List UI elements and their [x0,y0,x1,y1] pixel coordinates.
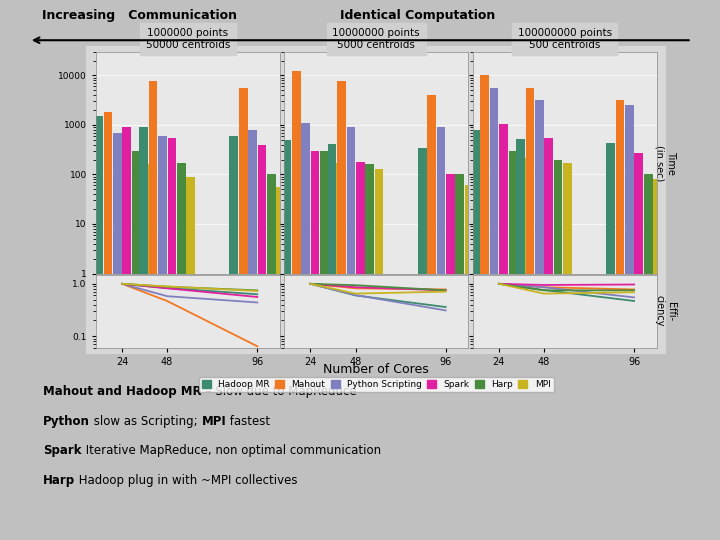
Bar [471,130,480,540]
Title: 1000000 points
50000 centroids: 1000000 points 50000 centroids [145,28,230,50]
Text: Python: Python [43,415,90,428]
Title: 10000000 points
5000 centroids: 10000000 points 5000 centroids [333,28,420,50]
Text: Number of Cores: Number of Cores [323,363,429,376]
Bar [258,145,266,540]
Bar [283,140,292,540]
Bar [320,151,329,540]
Y-axis label: Effi-
ciency: Effi- ciency [654,295,676,327]
Bar [141,164,150,540]
Legend: Hadoop MR, Mahout, Python Scripting, Spark, Harp, MPI: Hadoop MR, Mahout, Python Scripting, Spa… [199,377,554,393]
Bar [456,174,464,540]
Bar [535,100,544,540]
Bar [292,71,301,540]
Bar [625,105,634,540]
Bar [356,163,364,540]
Text: Identical Computation: Identical Computation [340,9,495,22]
Bar [302,123,310,540]
Text: – Slow due to MapReduce: – Slow due to MapReduce [202,385,356,398]
Bar [158,136,167,540]
Bar [267,174,276,540]
Bar [132,151,140,540]
Bar [526,89,534,540]
Bar [563,163,572,540]
Text: Mahout and Hadoop MR: Mahout and Hadoop MR [43,385,202,398]
Bar [465,185,474,540]
Bar [328,144,336,540]
Bar [437,127,446,540]
Bar [337,82,346,540]
Bar [230,136,238,540]
Bar [374,169,383,540]
Bar [276,187,285,540]
Text: slow as Scripting;: slow as Scripting; [90,415,202,428]
Bar [113,133,122,540]
Text: MPI: MPI [202,415,226,428]
Bar [177,163,186,540]
Bar [365,164,374,540]
Bar [616,100,624,540]
Bar [94,116,103,540]
Text: Hadoop plug in with ~MPI collectives: Hadoop plug in with ~MPI collectives [76,474,298,487]
Bar [480,76,489,540]
Bar [634,153,643,540]
Bar [239,89,248,540]
Bar [104,112,112,540]
Bar [606,143,615,540]
Bar [446,174,455,540]
Bar [248,130,257,540]
Bar [168,138,176,540]
Bar [508,151,517,540]
Text: Harp: Harp [43,474,76,487]
Text: Increasing   Communication: Increasing Communication [42,9,237,22]
Bar [554,160,562,540]
Bar [122,127,131,540]
Bar [516,139,525,540]
Bar [653,179,662,540]
Bar [140,127,148,540]
Title: 100000000 points
500 centroids: 100000000 points 500 centroids [518,28,612,50]
Text: fastest: fastest [226,415,270,428]
Bar [186,177,195,540]
Text: Iterative MapReduce, non optimal communication: Iterative MapReduce, non optimal communi… [81,444,381,457]
Bar [149,81,158,540]
Bar [499,124,508,540]
Bar [544,138,553,540]
Text: Spark: Spark [43,444,81,457]
Bar [490,89,498,540]
Bar [418,147,426,540]
Bar [518,158,526,540]
Bar [346,127,355,540]
Bar [644,174,652,540]
Bar [311,151,320,540]
Bar [330,163,338,540]
Bar [427,95,436,540]
Y-axis label: Time
(in sec): Time (in sec) [654,145,676,181]
